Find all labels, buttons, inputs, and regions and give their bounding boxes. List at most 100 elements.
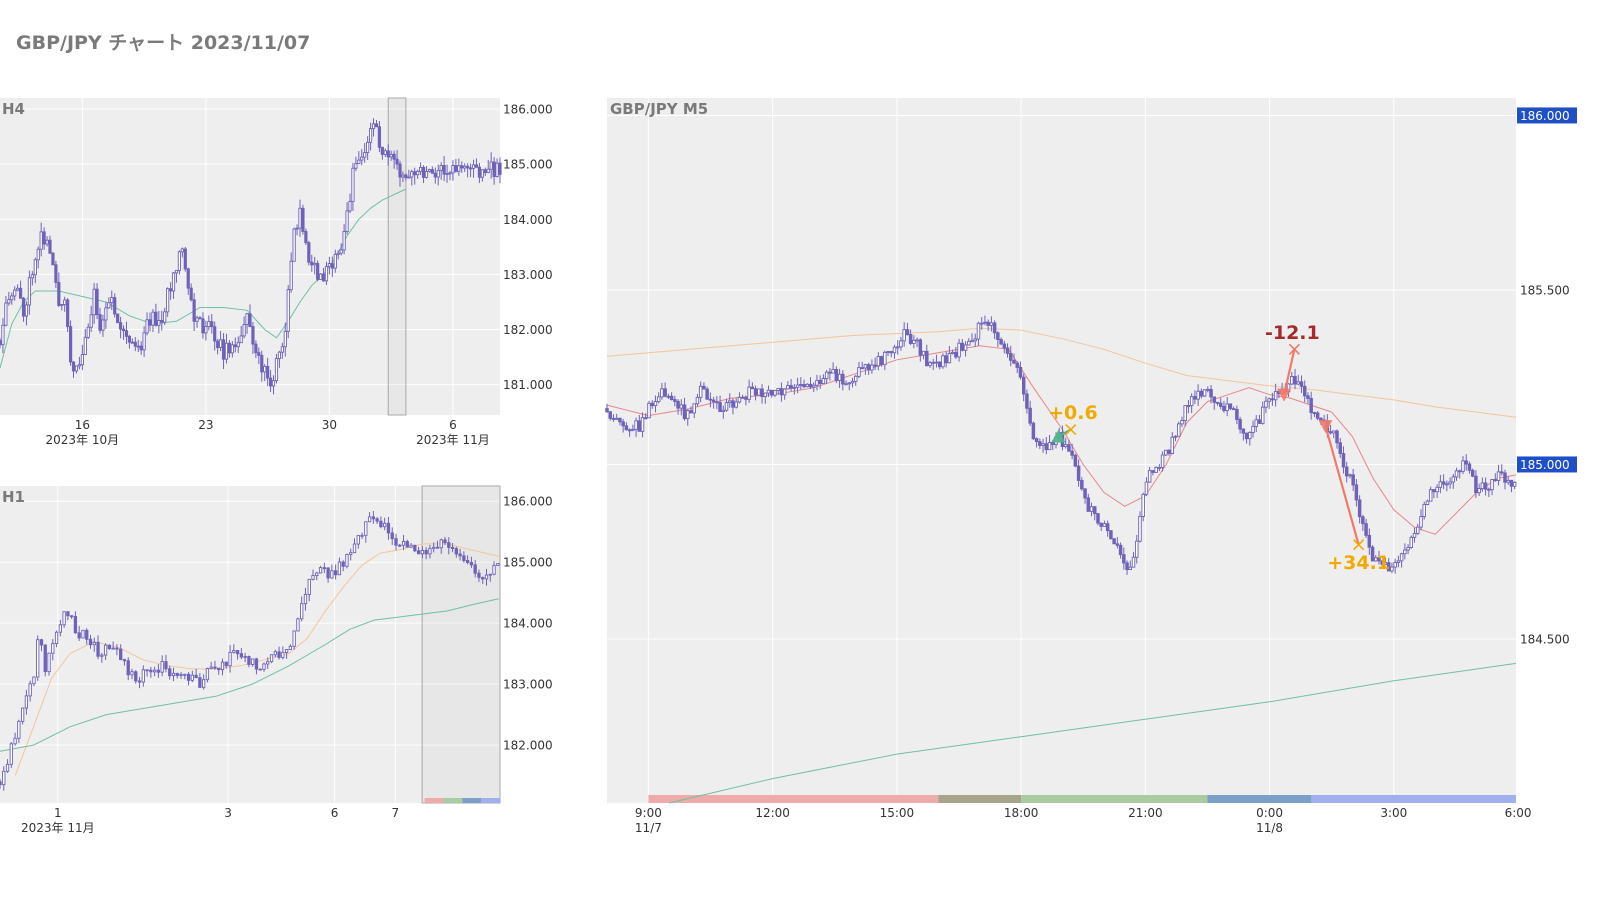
- price-tag-label: 186.000: [1520, 109, 1570, 123]
- candle: [489, 161, 493, 170]
- candle: [1454, 470, 1459, 478]
- x-tick-label: 3:00: [1380, 806, 1407, 820]
- candle: [368, 128, 373, 143]
- candle: [954, 351, 958, 358]
- candle: [54, 264, 58, 283]
- candle: [160, 661, 164, 673]
- candle: [51, 643, 55, 654]
- candle: [247, 656, 251, 665]
- candle: [48, 239, 52, 254]
- y-tick-label: 186.000: [503, 495, 553, 509]
- candle: [186, 673, 191, 681]
- candle: [424, 549, 428, 555]
- candle: [458, 553, 462, 557]
- candle: [341, 561, 345, 567]
- candle: [1083, 488, 1087, 499]
- candle: [235, 650, 240, 655]
- candle: [371, 123, 376, 130]
- candle: [364, 521, 368, 536]
- candle: [1128, 566, 1133, 571]
- m5-chart-panel[interactable]: +0.6 -12.1 +34.1 184.500 185.000 185.500 186.0…: [605, 98, 1577, 835]
- candle: [103, 644, 108, 656]
- candle: [115, 647, 119, 650]
- price-tag-label: 185.000: [1520, 458, 1570, 472]
- candle: [1367, 534, 1372, 548]
- candle: [1332, 430, 1336, 434]
- candle: [42, 231, 46, 245]
- candle: [160, 319, 164, 323]
- candle: [999, 339, 1003, 345]
- trade-entry-marker: [1277, 388, 1292, 402]
- candle: [258, 668, 262, 671]
- candle: [81, 629, 85, 639]
- candle: [637, 420, 642, 432]
- candle: [786, 385, 790, 390]
- candle: [304, 231, 308, 244]
- moving-average-line: [14, 543, 499, 776]
- candle: [348, 200, 352, 212]
- candle: [157, 319, 161, 326]
- candle: [702, 385, 706, 390]
- candle: [439, 164, 443, 171]
- candle: [1267, 398, 1271, 402]
- candle: [217, 667, 221, 671]
- candle: [330, 570, 334, 579]
- candle: [1328, 431, 1333, 434]
- candle: [242, 324, 246, 337]
- candle: [375, 518, 379, 522]
- candle: [451, 165, 455, 174]
- candle: [1134, 540, 1139, 558]
- candle: [377, 126, 382, 148]
- candle: [1183, 405, 1187, 422]
- candle: [416, 170, 420, 176]
- candle: [963, 344, 968, 351]
- candle: [435, 546, 440, 549]
- x-tick-label: 23: [198, 418, 213, 432]
- candle: [979, 322, 984, 325]
- candle: [1099, 522, 1103, 527]
- h4-chart-panel[interactable]: 181.000 182.000 183.000 184.000 185.000 186.0…: [0, 97, 553, 447]
- x-tick-label: 15:00: [880, 806, 915, 820]
- candle: [1096, 513, 1100, 524]
- candle: [1493, 479, 1498, 481]
- candle: [705, 388, 709, 400]
- candle: [921, 350, 926, 356]
- candle: [354, 163, 358, 169]
- candle: [1193, 396, 1197, 400]
- candle: [192, 299, 196, 322]
- candle: [413, 544, 417, 552]
- candle: [934, 361, 939, 364]
- candle: [1474, 475, 1478, 494]
- trade-exit-marker: [1288, 343, 1301, 355]
- candle: [1270, 398, 1275, 401]
- candle: [1260, 406, 1265, 424]
- candle: [1406, 547, 1410, 551]
- candle: [905, 329, 910, 336]
- candle: [104, 307, 108, 321]
- candle: [281, 651, 285, 658]
- candle: [315, 572, 319, 576]
- candle: [769, 389, 774, 396]
- candle: [495, 162, 499, 177]
- candle: [179, 673, 183, 676]
- candle: [57, 281, 61, 306]
- candle: [1151, 470, 1155, 473]
- candle: [734, 401, 738, 408]
- candle: [1235, 408, 1239, 420]
- candle: [1002, 343, 1007, 349]
- candle: [1160, 454, 1165, 468]
- candle: [463, 165, 467, 169]
- h1-chart-panel[interactable]: 182.000 183.000 184.000 185.000 186.000 1 3 6 7 2…: [0, 485, 553, 835]
- candle: [471, 164, 476, 169]
- candle: [912, 339, 916, 344]
- candle: [32, 676, 36, 685]
- candle: [782, 388, 787, 396]
- trade-line: [1324, 425, 1360, 546]
- candle: [1225, 403, 1229, 412]
- candle: [1105, 523, 1110, 532]
- candle: [201, 679, 206, 688]
- candle: [1131, 556, 1136, 568]
- candle: [401, 174, 405, 178]
- candle: [1370, 546, 1375, 562]
- candle: [795, 384, 800, 388]
